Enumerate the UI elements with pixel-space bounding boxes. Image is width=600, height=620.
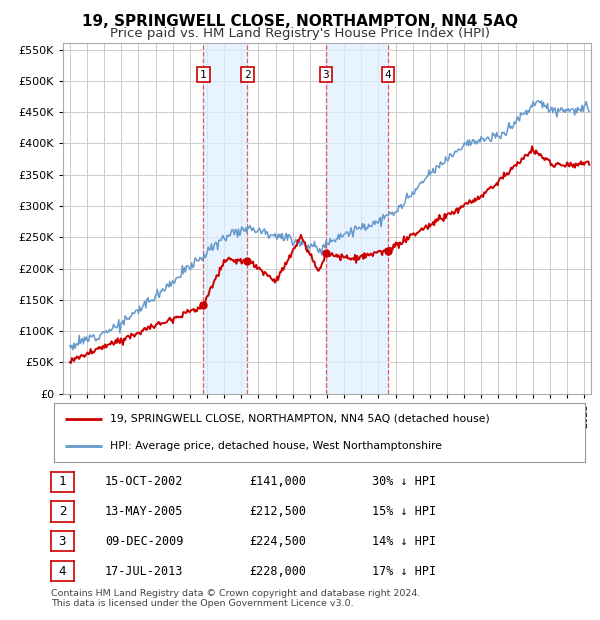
Bar xyxy=(326,43,388,394)
Text: Contains HM Land Registry data © Crown copyright and database right 2024.
This d: Contains HM Land Registry data © Crown c… xyxy=(51,589,421,608)
Text: Price paid vs. HM Land Registry's House Price Index (HPI): Price paid vs. HM Land Registry's House … xyxy=(110,27,490,40)
Text: £224,500: £224,500 xyxy=(249,535,306,547)
Text: £228,000: £228,000 xyxy=(249,565,306,577)
Text: 3: 3 xyxy=(323,69,329,80)
Text: 1: 1 xyxy=(200,69,207,80)
Text: 13-MAY-2005: 13-MAY-2005 xyxy=(105,505,184,518)
Text: 19, SPRINGWELL CLOSE, NORTHAMPTON, NN4 5AQ (detached house): 19, SPRINGWELL CLOSE, NORTHAMPTON, NN4 5… xyxy=(110,414,490,424)
Text: 17% ↓ HPI: 17% ↓ HPI xyxy=(372,565,436,577)
Text: 14% ↓ HPI: 14% ↓ HPI xyxy=(372,535,436,547)
Text: £141,000: £141,000 xyxy=(249,476,306,488)
Text: 09-DEC-2009: 09-DEC-2009 xyxy=(105,535,184,547)
Text: 17-JUL-2013: 17-JUL-2013 xyxy=(105,565,184,577)
Text: £212,500: £212,500 xyxy=(249,505,306,518)
Bar xyxy=(203,43,247,394)
Text: 19, SPRINGWELL CLOSE, NORTHAMPTON, NN4 5AQ: 19, SPRINGWELL CLOSE, NORTHAMPTON, NN4 5… xyxy=(82,14,518,29)
Text: 1: 1 xyxy=(59,476,66,488)
Text: 4: 4 xyxy=(59,565,66,577)
Text: 2: 2 xyxy=(244,69,251,80)
Text: 3: 3 xyxy=(59,535,66,547)
Text: 15-OCT-2002: 15-OCT-2002 xyxy=(105,476,184,488)
Text: 15% ↓ HPI: 15% ↓ HPI xyxy=(372,505,436,518)
Text: 2: 2 xyxy=(59,505,66,518)
Text: HPI: Average price, detached house, West Northamptonshire: HPI: Average price, detached house, West… xyxy=(110,441,442,451)
Text: 30% ↓ HPI: 30% ↓ HPI xyxy=(372,476,436,488)
Text: 4: 4 xyxy=(385,69,391,80)
